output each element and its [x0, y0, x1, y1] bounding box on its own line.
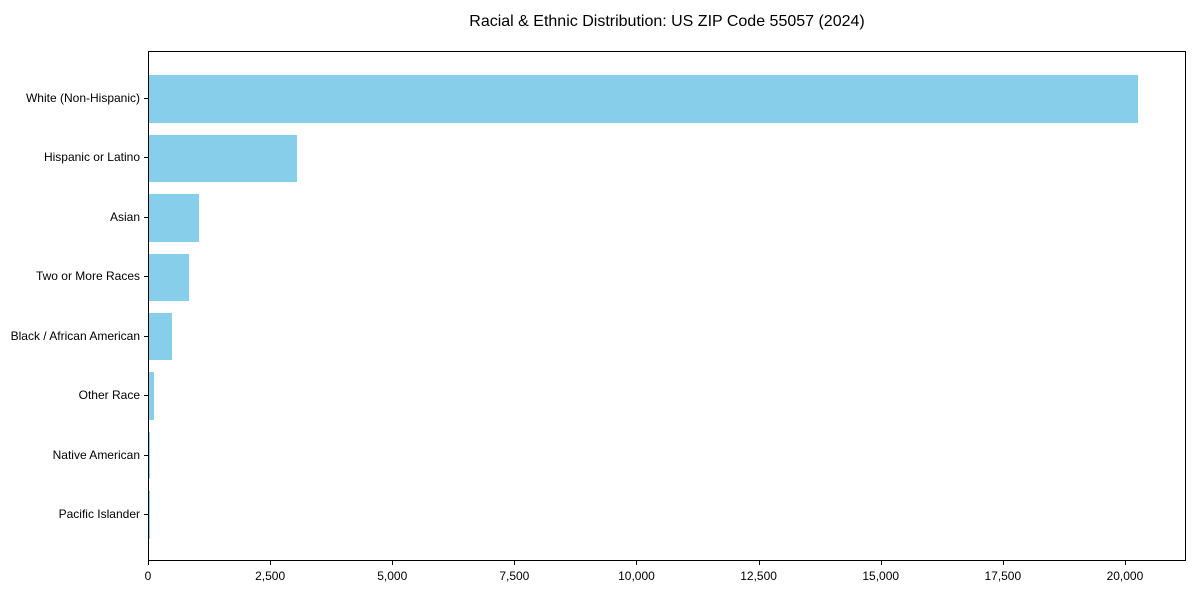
bar-two-or-more-races: [149, 253, 189, 302]
y-tick-label: Black / African American: [10, 328, 140, 343]
x-tick-mark: [148, 561, 149, 565]
y-tick-mark: [144, 454, 148, 456]
y-tick-label: Pacific Islander: [58, 507, 140, 522]
plot-area: [148, 51, 1186, 561]
x-tick-mark: [758, 561, 760, 565]
y-tick-label: Other Race: [78, 388, 140, 403]
x-tick-label: 0: [144, 569, 152, 583]
x-tick-mark: [636, 561, 638, 565]
bar-black-african-american: [149, 312, 172, 361]
y-tick-mark: [144, 97, 148, 99]
x-tick-mark: [270, 561, 272, 565]
y-tick-mark: [144, 514, 148, 516]
x-tick-label: 10,000: [618, 569, 655, 583]
y-tick-label: Native American: [52, 447, 140, 462]
y-tick-mark: [144, 395, 148, 397]
x-tick-mark: [392, 561, 394, 565]
x-tick-label: 15,000: [862, 569, 900, 583]
y-tick-label: Asian: [109, 209, 140, 224]
y-tick-label: Hispanic or Latino: [43, 150, 140, 165]
y-tick-mark: [144, 216, 148, 218]
bar-native-american: [149, 431, 151, 480]
bar-white-non-hispanic: [149, 75, 1138, 123]
x-tick-label: 17,500: [984, 569, 1022, 583]
x-tick-mark: [514, 561, 516, 565]
chart-title: Racial & Ethnic Distribution: US ZIP Cod…: [469, 13, 865, 30]
x-tick-mark: [1124, 561, 1126, 565]
y-tick-label: White (Non-Hispanic): [25, 90, 140, 105]
x-tick-label: 2,500: [255, 569, 286, 583]
x-tick-label: 20,000: [1106, 569, 1144, 583]
x-tick-mark: [1002, 561, 1004, 565]
bar-hispanic-or-latino: [149, 134, 297, 183]
x-tick-label: 12,500: [740, 569, 777, 583]
x-tick-label: 7,500: [499, 569, 530, 583]
y-tick-mark: [144, 335, 148, 337]
y-tick-mark: [144, 276, 148, 278]
y-tick-mark: [144, 157, 148, 159]
bar-other-race: [149, 372, 155, 420]
bar-asian: [149, 194, 199, 242]
x-tick-label: 5,000: [377, 569, 408, 583]
y-tick-label: Two or More Races: [35, 269, 140, 284]
x-tick-mark: [880, 561, 882, 565]
